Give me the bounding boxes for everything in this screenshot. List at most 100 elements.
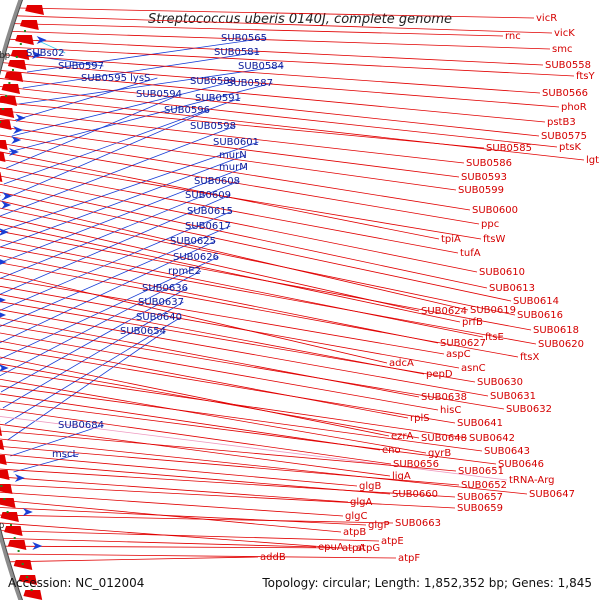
reverse-gene-arrow	[4, 526, 23, 536]
right-leader-line	[0, 223, 461, 323]
right-gene-label: ligA	[392, 471, 411, 482]
forward-gene-arrow	[0, 228, 9, 236]
right-gene-label: ftsW	[483, 234, 505, 245]
forward-gene-arrow	[2, 192, 13, 200]
tick-dot	[2, 108, 4, 110]
forward-gene-arrow	[36, 36, 47, 44]
right-leader-line	[0, 167, 459, 254]
right-gene-label: ptsK	[559, 142, 581, 153]
tick-dot	[0, 485, 3, 487]
right-leader-line	[0, 324, 505, 410]
reverse-gene-arrow	[10, 50, 30, 60]
reverse-gene-arrow	[0, 484, 13, 494]
right-gene-label: SUB0646	[498, 459, 544, 470]
right-gene-label: glgC	[345, 511, 367, 522]
right-gene-label: pstB3	[547, 117, 576, 128]
forward-gene-arrow	[0, 259, 7, 265]
right-leader-line	[0, 262, 519, 358]
right-gene-label: SUB0593	[461, 172, 507, 183]
right-leader-line	[0, 285, 460, 369]
left-gene-label: SUB0588	[190, 76, 236, 87]
right-gene-label: ftsX	[520, 352, 539, 363]
right-gene-label: SUB0656	[393, 459, 439, 470]
right-leader-line	[0, 476, 349, 503]
reverse-gene-arrow	[0, 96, 17, 106]
accession-text: Accession: NC_012004	[8, 576, 144, 590]
right-leader-line	[0, 277, 445, 355]
right-gene-label: SUB0616	[517, 310, 563, 321]
tick-dot	[26, 576, 29, 578]
right-leader-line	[0, 385, 483, 452]
map-title: Streptococcus uberis 0140J, complete gen…	[148, 12, 452, 27]
tick-dot	[8, 82, 11, 84]
right-gene-label: atpB	[343, 527, 366, 538]
right-leader-line	[0, 400, 497, 465]
right-gene-label: SUB0558	[545, 60, 591, 71]
right-leader-line	[0, 94, 585, 161]
right-leader-line	[0, 340, 409, 419]
right-leader-line	[0, 461, 391, 495]
tick-dot	[15, 56, 18, 58]
right-leader-line	[13, 23, 504, 37]
right-gene-label: SUB0659	[457, 503, 503, 514]
right-leader-line	[0, 408, 392, 465]
left-leader-line	[1, 109, 210, 201]
right-leader-line	[8, 556, 259, 563]
forward-gene-arrow	[32, 51, 42, 59]
right-gene-label: tufA	[460, 248, 481, 259]
reverse-gene-arrow	[20, 20, 39, 30]
right-gene-label: ftsE	[485, 332, 504, 343]
forward-gene-arrow	[1, 201, 12, 209]
forward-gene-arrow	[15, 114, 26, 122]
right-gene-label: SUB0642	[469, 433, 515, 444]
reverse-gene-arrow	[0, 470, 10, 480]
left-gene-label: SUB0587	[227, 78, 273, 89]
tick-dot	[3, 498, 6, 500]
right-leader-line	[0, 332, 439, 411]
right-leader-line	[0, 158, 482, 240]
right-gene-label: atpE	[381, 536, 404, 547]
right-gene-label: gyrB	[428, 448, 451, 459]
forward-gene-arrow	[32, 542, 43, 550]
right-gene-label: vicR	[536, 13, 557, 24]
right-leader-line	[18, 7, 535, 19]
right-leader-line	[0, 356, 390, 437]
summary-text: Topology: circular; Length: 1,852,352 bp…	[261, 576, 592, 590]
reverse-gene-arrow	[23, 590, 43, 600]
right-gene-label: SUB0627	[440, 338, 486, 349]
left-gene-label: SUB0565	[221, 33, 267, 44]
right-gene-label: SUB0660	[392, 489, 438, 500]
scale-tick-label: 540 kbp	[0, 51, 10, 61]
right-leader-line	[0, 70, 546, 123]
left-leader-line	[0, 256, 219, 360]
reverse-gene-arrow	[0, 455, 7, 465]
right-gene-label: SUB0614	[513, 296, 559, 307]
left-gene-label: SUB0637	[138, 297, 184, 308]
left-gene-label: mscL	[52, 449, 78, 460]
right-leader-line	[0, 370, 468, 439]
right-gene-label: SUB0613	[489, 283, 535, 294]
forward-gene-arrow	[14, 474, 25, 482]
right-gene-label: SUB0648	[421, 433, 467, 444]
right-gene-label: atpA	[342, 543, 365, 554]
right-gene-label: tRNA-Arg	[509, 475, 554, 486]
right-leader-line	[0, 239, 484, 338]
right-gene-label: glgA	[350, 497, 372, 508]
right-gene-label: ezrA	[391, 431, 414, 442]
right-gene-label: glgP	[368, 520, 390, 531]
right-leader-line	[0, 393, 381, 451]
left-gene-label: SUB0654	[120, 326, 166, 337]
right-gene-label: addB	[260, 552, 286, 563]
right-leader-line	[0, 416, 508, 481]
forward-gene-arrow	[0, 364, 9, 372]
right-gene-label: SUB0663	[395, 518, 441, 529]
right-gene-label: hisC	[440, 405, 461, 416]
right-leader-line	[0, 151, 440, 240]
reverse-gene-arrow	[4, 72, 24, 82]
left-gene-label: SUB0595 lysS	[81, 73, 150, 84]
left-leader-line	[0, 287, 188, 393]
right-gene-label: SUB0620	[538, 339, 584, 350]
left-leader-line	[0, 125, 236, 217]
tick-dot	[30, 589, 33, 591]
left-gene-label: murN	[219, 150, 247, 161]
